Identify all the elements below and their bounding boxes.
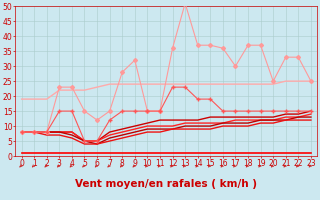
X-axis label: Vent moyen/en rafales ( km/h ): Vent moyen/en rafales ( km/h ) [75, 179, 257, 189]
